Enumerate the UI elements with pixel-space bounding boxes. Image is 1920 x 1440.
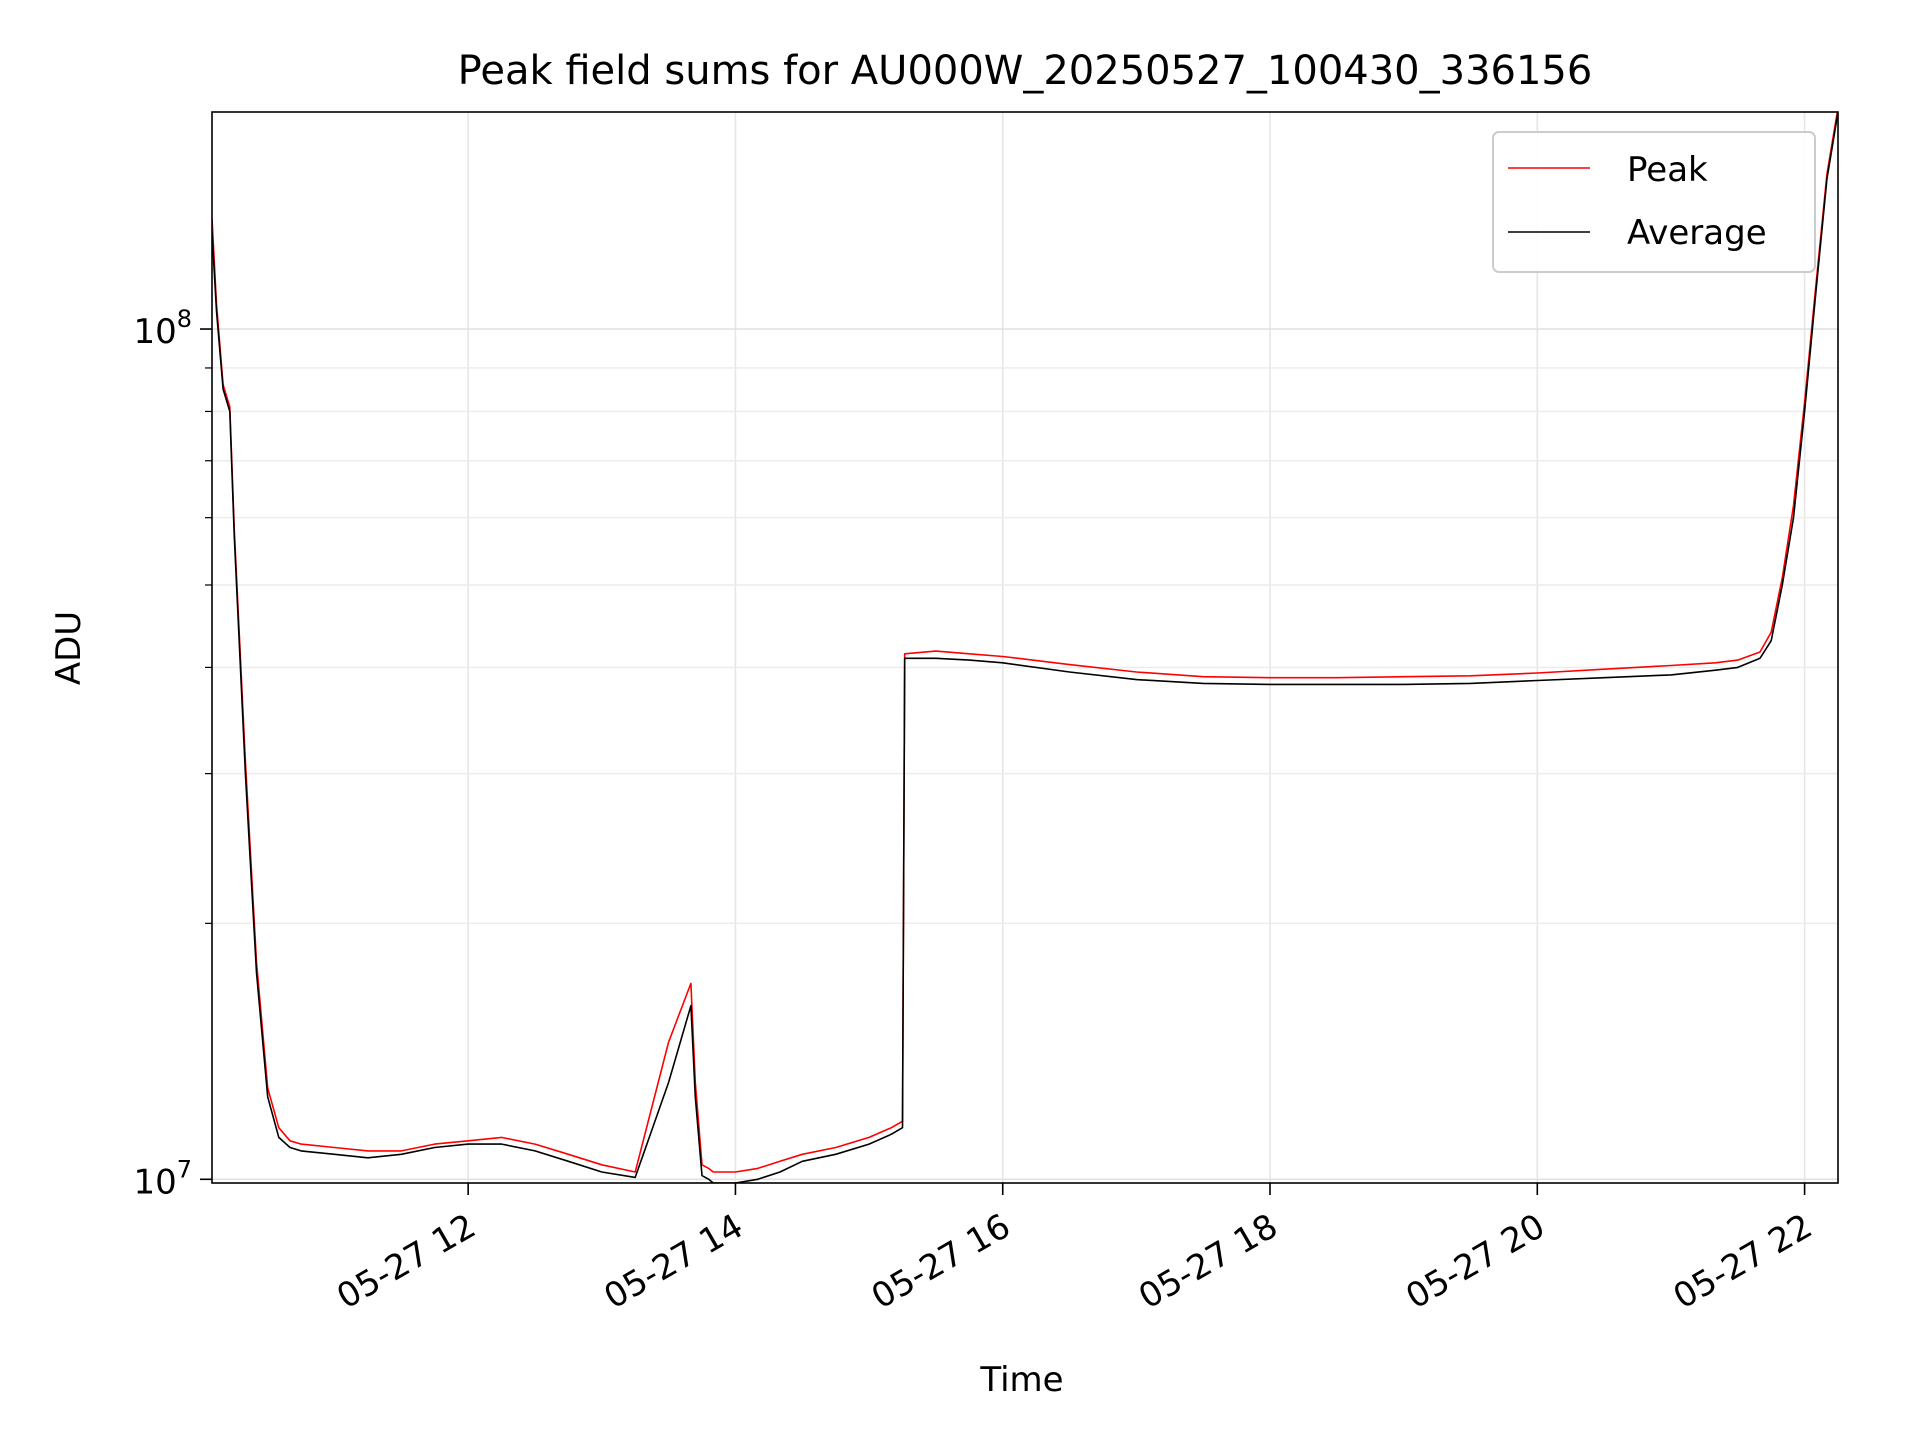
series-layer — [212, 112, 1838, 1183]
grid — [212, 112, 1838, 1183]
legend-box — [1492, 131, 1816, 273]
y-tick-label: 107 — [133, 1155, 192, 1202]
legend-label-average: Average — [1627, 213, 1767, 253]
series-line-peak — [212, 112, 1838, 1173]
legend-label-peak: Peak — [1627, 150, 1708, 190]
plot-area — [212, 112, 1838, 1183]
plot-frame — [211, 111, 1839, 1184]
x-axis-label: Time — [979, 1360, 1063, 1400]
legend: Peak Average — [1492, 131, 1816, 273]
series-line-average — [212, 112, 1838, 1183]
y-axis-label: ADU — [49, 611, 89, 685]
y-tick-label: 108 — [133, 305, 192, 352]
chart-title: Peak field sums for AU000W_20250527_1004… — [458, 48, 1593, 94]
